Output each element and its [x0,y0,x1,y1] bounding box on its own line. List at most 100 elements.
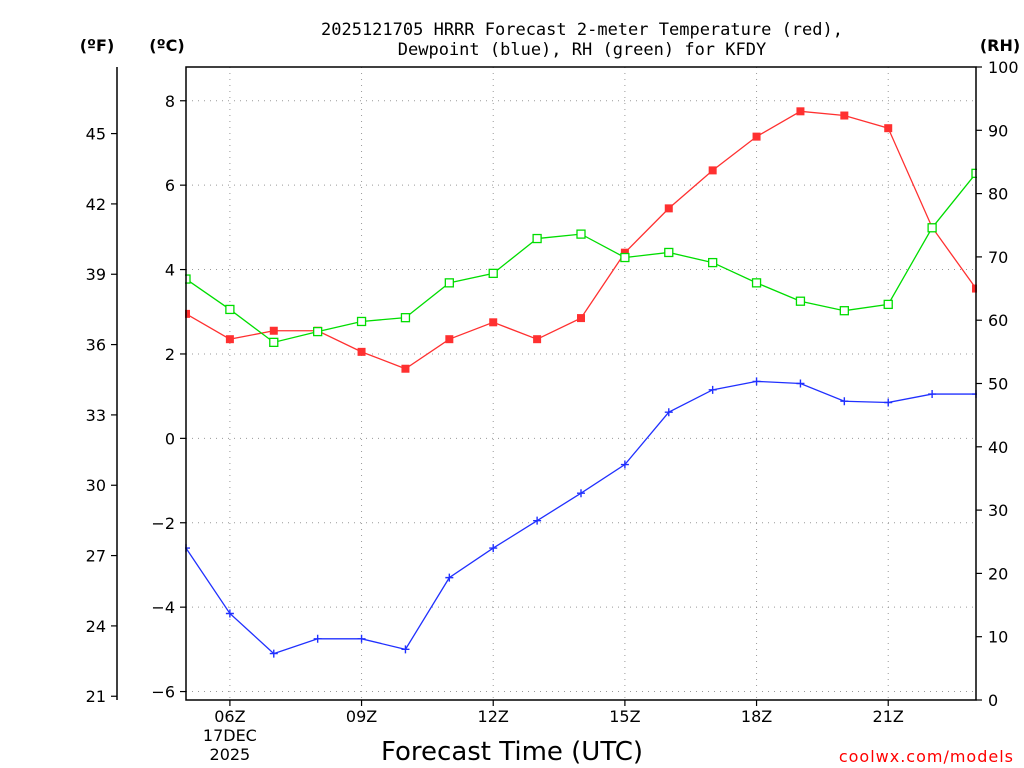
dewpoint-point [401,645,410,654]
dewpoint-point [708,385,717,394]
rh-tick-label: 10 [988,628,1008,647]
rh-point [708,257,718,268]
dewpoint-point [884,398,893,407]
rh-point [400,313,411,323]
dewpoint-line [185,380,976,655]
rh-point [488,268,498,279]
celsius-tick-label: 6 [165,176,175,195]
dewpoint-point [577,489,585,498]
2-meter-temperature-point [620,248,629,257]
site-credit: coolwx.com/models [839,747,1014,766]
rh-point [269,337,279,348]
2-meter-temperature-point [185,309,190,318]
rh-point [927,223,937,233]
rh-point [356,316,367,327]
dewpoint-point [445,573,454,582]
fahrenheit-tick-label: 42 [86,195,106,214]
rh-point [444,278,454,288]
celsius-tick-label: −4 [151,598,175,617]
celsius-tick-label: 0 [165,429,175,448]
2-meter-temperature-point [533,335,542,344]
fahrenheit-axis: 45 42 39 36 33 30 27 24 21 [86,67,118,706]
x-axis-title: Forecast Time (UTC) [381,737,643,767]
dewpoint-series [185,377,977,658]
2-meter-temperature-point [577,314,585,323]
rh-tick-label: 70 [988,248,1008,267]
celsius-axis: 8 6 4 2 0 −2 −4 −6 [151,92,186,702]
rh-point [751,278,762,288]
rh-series [185,168,977,348]
dewpoint-point [752,377,761,386]
dewpoint-point [313,634,322,643]
fahrenheit-tick-label: 30 [86,476,106,495]
x-tick-label: 06Z [214,707,245,726]
rh-tick-label: 100 [988,58,1019,77]
x-tick-label: 2025 [210,745,251,764]
rh-point [839,306,849,316]
series-layer [185,107,977,658]
grid-lines [186,67,976,700]
x-tick-label: 12Z [478,707,509,726]
rh-tick-label: 0 [988,691,998,710]
2-meter-temperature-point [796,107,805,116]
rh-tick-label: 40 [988,438,1008,457]
2-meter-temperature-point [357,347,366,356]
x-tick-label: 15Z [609,707,640,726]
rh-tick-label: 60 [988,311,1008,330]
plot-frame [185,66,977,701]
title-line-2: Dewpoint (blue), RH (green) for KFDY [398,40,766,60]
dewpoint-point [489,544,498,553]
fahrenheit-tick-label: 33 [86,406,106,425]
dewpoint-point [357,634,366,643]
rh-point [620,252,630,263]
rh-tick-label: 20 [988,564,1008,583]
celsius-tick-label: −2 [151,514,175,533]
2-meter-temperature-point [401,364,410,373]
dewpoint-point [533,516,542,525]
fahrenheit-tick-label: 21 [86,687,106,706]
fahrenheit-tick-label: 45 [86,125,106,144]
2-meter-temperature-point [269,326,278,335]
2-meter-temperature-line [185,110,977,370]
x-tick-label: 21Z [873,707,904,726]
dewpoint-point [928,390,937,399]
rh-point [576,229,586,239]
dewpoint-point [620,460,629,469]
x-tick-label: 18Z [741,707,772,726]
2-meter-temperature-point [972,284,977,293]
celsius-tick-label: 8 [165,92,175,111]
2-meter-temperature-point [840,111,849,120]
2-meter-temperature-point [884,124,893,133]
dewpoint-point [796,379,805,388]
rh-point [664,247,674,258]
fahrenheit-tick-label: 24 [86,617,106,636]
2-meter-temperature-point [752,132,761,141]
dewpoint-point [225,609,234,618]
fahrenheit-tick-label: 39 [86,265,106,284]
2-meter-temperature-point [225,335,234,344]
rh-tick-label: 90 [988,121,1008,140]
x-tick-label: 09Z [346,707,377,726]
celsius-tick-label: 2 [165,345,175,364]
fahrenheit-tick-label: 36 [86,336,106,355]
fahrenheit-unit-label: (ºF) [80,36,115,55]
rh-tick-label: 80 [988,185,1008,204]
dewpoint-point [664,408,673,417]
rh-point [795,296,806,306]
2-meter-temperature-point [489,318,498,327]
dewpoint-point [269,649,278,658]
series-clip-group [185,107,977,658]
rh-tick-label: 50 [988,375,1008,394]
rh-point [883,299,893,310]
celsius-tick-label: −6 [151,683,175,702]
title-line-1: 2025121705 HRRR Forecast 2-meter Tempera… [321,20,843,40]
celsius-unit-label: (ºC) [149,36,184,55]
rh-tick-label: 30 [988,501,1008,520]
rh-point [225,304,235,315]
fahrenheit-tick-label: 27 [86,547,106,566]
2-meter-temperature-series [185,107,977,373]
celsius-tick-label: 4 [165,261,175,280]
